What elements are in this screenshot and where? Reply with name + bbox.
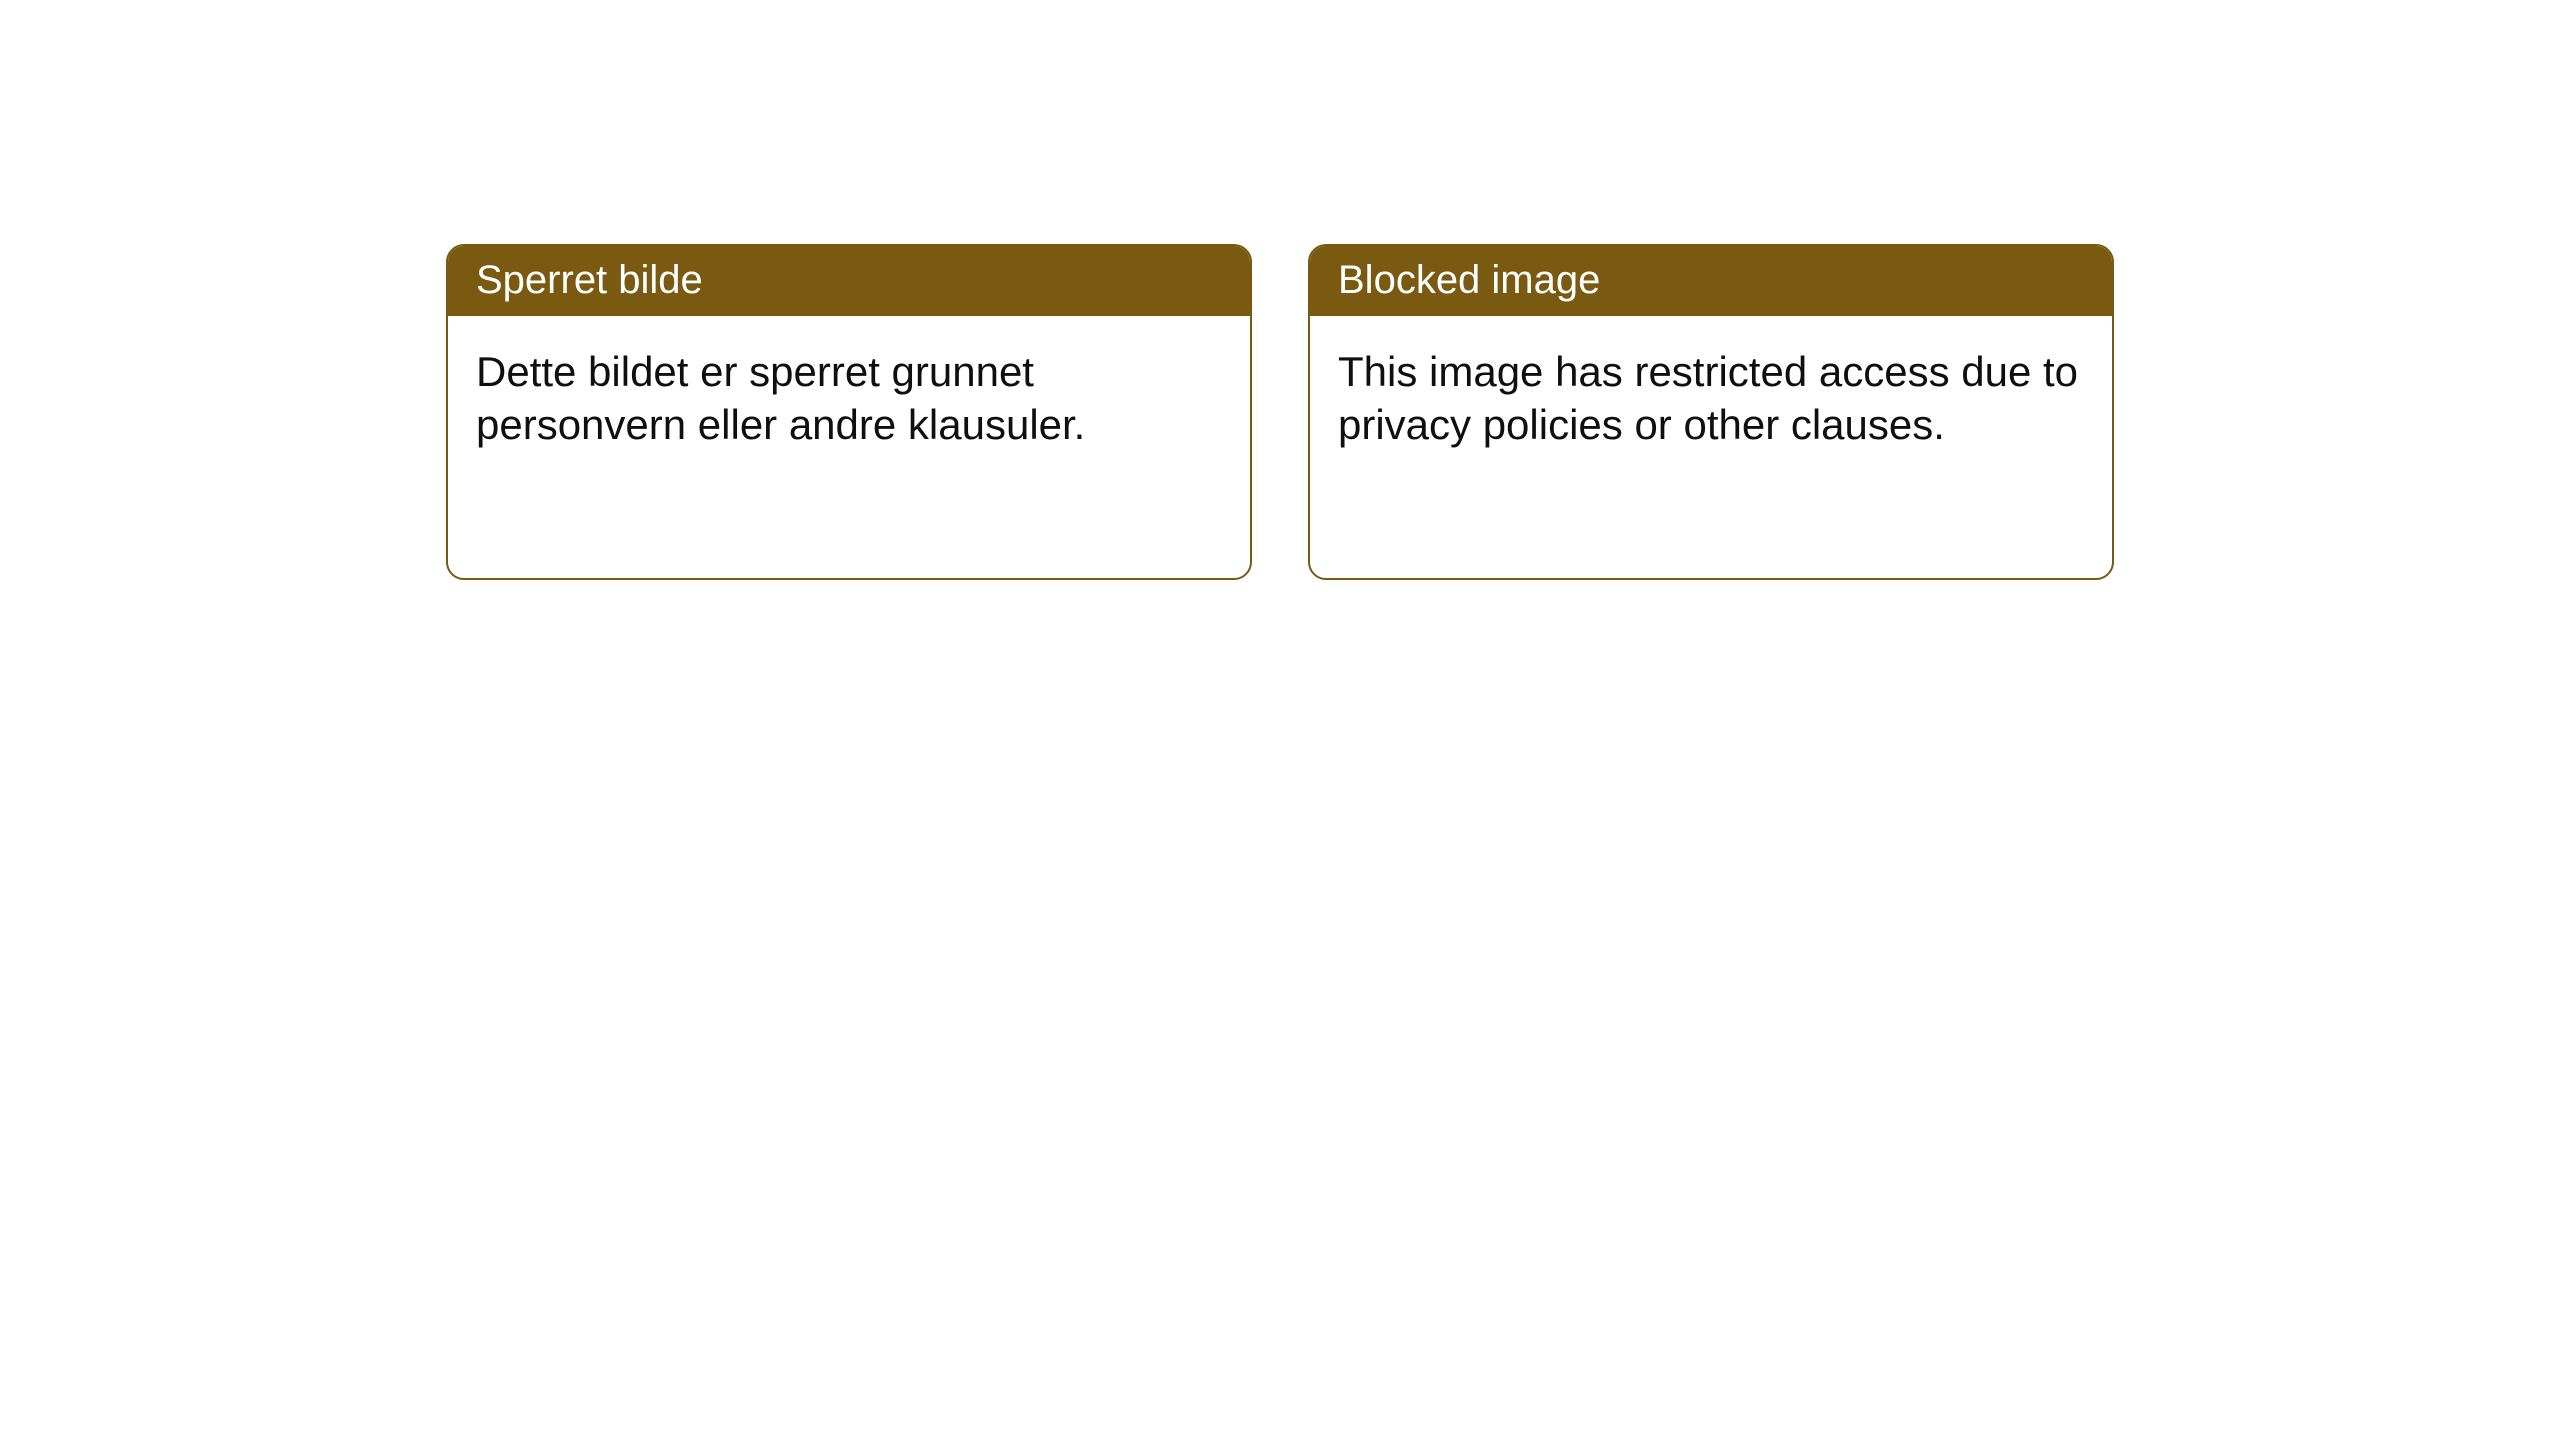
card-body: Dette bildet er sperret grunnet personve… bbox=[448, 316, 1250, 481]
card-header: Blocked image bbox=[1310, 246, 2112, 316]
notice-container: Sperret bilde Dette bildet er sperret gr… bbox=[0, 0, 2560, 580]
card-body-text: This image has restricted access due to … bbox=[1338, 348, 2078, 448]
card-body-text: Dette bildet er sperret grunnet personve… bbox=[476, 348, 1085, 448]
card-title: Sperret bilde bbox=[476, 258, 703, 302]
card-body: This image has restricted access due to … bbox=[1310, 316, 2112, 481]
card-header: Sperret bilde bbox=[448, 246, 1250, 316]
card-title: Blocked image bbox=[1338, 258, 1600, 302]
blocked-image-card-no: Sperret bilde Dette bildet er sperret gr… bbox=[446, 244, 1252, 580]
blocked-image-card-en: Blocked image This image has restricted … bbox=[1308, 244, 2114, 580]
